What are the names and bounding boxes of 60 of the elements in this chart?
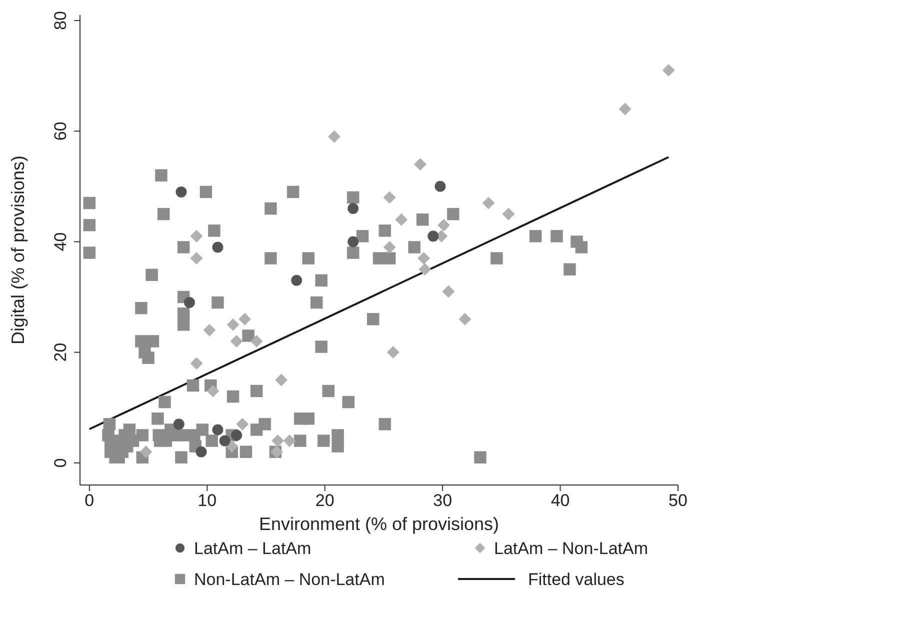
legend-label: LatAm – Non-LatAm (494, 539, 648, 558)
y-tick-label: 60 (51, 122, 70, 141)
point (196, 446, 207, 458)
x-axis-title: Environment (% of provisions) (258, 514, 500, 534)
point (283, 434, 296, 448)
point (482, 196, 495, 210)
y-axis-title: Digital (% of provisions) (8, 155, 28, 345)
point (418, 263, 432, 276)
point (437, 218, 450, 232)
x-tick-label: 0 (84, 491, 94, 510)
x-tick-label: 40 (550, 491, 570, 510)
point (190, 357, 203, 370)
point (173, 418, 184, 430)
point (226, 318, 240, 331)
point (428, 230, 439, 242)
point (250, 334, 263, 348)
point (236, 418, 249, 430)
y-tick-label: 0 (51, 458, 70, 468)
point (238, 312, 252, 326)
point (417, 252, 430, 265)
point (212, 424, 224, 436)
point (383, 191, 396, 204)
legend-label: Non-LatAm – Non-LatAm (194, 570, 385, 589)
y-tick-label: 20 (51, 342, 70, 362)
point (206, 384, 220, 398)
y-tick-label: 40 (51, 232, 70, 252)
point (226, 440, 238, 453)
point (184, 297, 195, 308)
point (140, 446, 152, 458)
point (348, 236, 359, 248)
legend-label: LatAm – LatAm (194, 539, 312, 558)
legend-label: Fitted values (528, 570, 624, 589)
point (383, 240, 396, 254)
point (348, 203, 359, 214)
x-tick-label: 30 (433, 491, 452, 510)
point (442, 285, 455, 298)
point (291, 274, 302, 286)
point (458, 312, 472, 326)
point (434, 180, 446, 192)
x-tick-label: 50 (668, 491, 688, 510)
point (395, 213, 408, 226)
point (275, 374, 288, 386)
point (219, 435, 230, 446)
point (386, 346, 400, 359)
point (662, 64, 675, 77)
point (414, 158, 426, 171)
point (203, 324, 216, 336)
point (190, 230, 203, 242)
y-tick-label: 80 (51, 11, 70, 30)
point (271, 434, 284, 448)
point (328, 130, 341, 143)
point (618, 102, 632, 116)
point (212, 242, 224, 253)
point (176, 186, 187, 198)
x-tick-label: 20 (315, 491, 334, 510)
point (230, 334, 243, 348)
point (231, 430, 242, 441)
point (502, 208, 515, 220)
x-tick-label: 10 (198, 491, 217, 510)
point (190, 252, 203, 265)
